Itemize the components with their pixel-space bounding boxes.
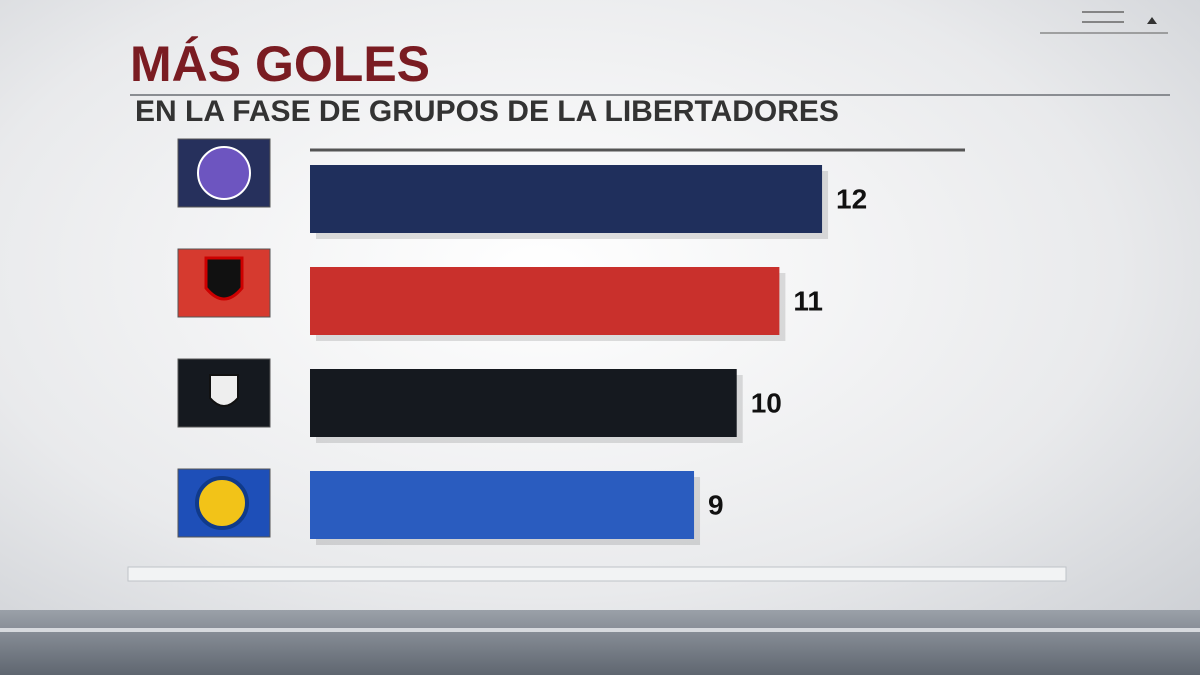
chart-subtitle: EN LA FASE DE GRUPOS DE LA LIBERTADORES — [135, 95, 839, 128]
value-label: 9 — [708, 489, 724, 520]
bar — [310, 165, 823, 233]
bar — [310, 471, 695, 539]
team-logos — [177, 138, 271, 538]
menu-icon — [1040, 11, 1168, 34]
value-label: 12 — [836, 183, 867, 214]
value-label: 11 — [793, 285, 823, 316]
floor — [0, 610, 1200, 675]
chart-title: MÁS GOLES — [130, 36, 430, 92]
shelf — [127, 566, 1067, 582]
value-label: 10 — [751, 387, 782, 418]
floor-rail — [0, 628, 1200, 632]
bar — [310, 369, 737, 437]
bar — [310, 267, 780, 335]
